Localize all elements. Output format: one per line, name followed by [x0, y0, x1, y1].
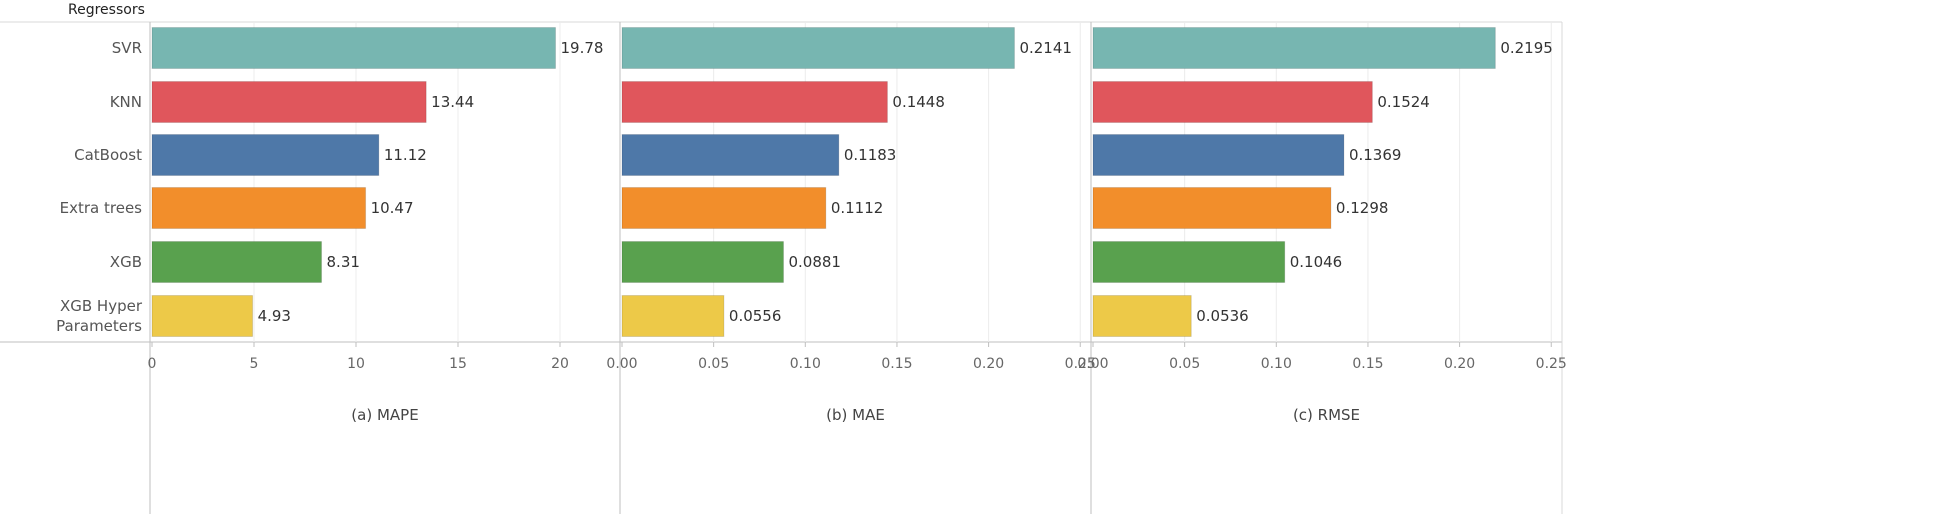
data-label: 0.1448 — [892, 93, 945, 111]
category-label-line: Parameters — [56, 317, 142, 335]
data-label: 0.1183 — [844, 146, 897, 164]
tick-label: 0.05 — [698, 356, 729, 372]
data-label: 0.1369 — [1349, 146, 1402, 164]
category-label: SVR — [112, 39, 142, 57]
bar — [151, 134, 380, 176]
category-label-line: CatBoost — [74, 146, 142, 164]
tick-label: 0.15 — [1352, 356, 1383, 372]
category-label: XGB — [110, 253, 142, 271]
tick-label: 0.00 — [606, 356, 637, 372]
data-label: 19.78 — [561, 39, 604, 57]
bar — [1092, 27, 1496, 69]
data-label: 0.0536 — [1196, 307, 1249, 325]
data-label: 0.0556 — [729, 307, 782, 325]
data-label: 11.12 — [384, 146, 427, 164]
data-label: 0.1112 — [831, 199, 884, 217]
bar — [151, 241, 323, 283]
data-label: 0.2195 — [1500, 39, 1553, 57]
bar — [621, 81, 888, 123]
tick-label: 5 — [250, 356, 259, 372]
category-label: KNN — [110, 93, 142, 111]
tick-label: 10 — [347, 356, 365, 372]
tick-label: 0 — [148, 356, 157, 372]
bar — [1092, 187, 1332, 229]
category-label: CatBoost — [74, 146, 142, 164]
data-label: 0.0881 — [788, 253, 841, 271]
bar — [1092, 81, 1373, 123]
tick-label: 20 — [551, 356, 569, 372]
category-label-line: KNN — [110, 93, 142, 111]
data-label: 0.1298 — [1336, 199, 1389, 217]
bar — [1092, 134, 1345, 176]
bar — [1092, 241, 1286, 283]
tick-label: 0.10 — [1261, 356, 1292, 372]
bar — [1092, 295, 1192, 337]
tick-label: 0.25 — [1065, 356, 1096, 372]
category-label-line: XGB — [110, 253, 142, 271]
tick-label: 0.25 — [1536, 356, 1567, 372]
tick-label: 0.20 — [1444, 356, 1475, 372]
bar — [621, 241, 784, 283]
data-label: 4.93 — [258, 307, 291, 325]
x-axis-title: (b) MAE — [826, 406, 885, 424]
bar — [151, 81, 427, 123]
data-label: 8.31 — [327, 253, 360, 271]
x-axis-title: (c) RMSE — [1293, 406, 1360, 424]
category-label: Extra trees — [60, 199, 143, 217]
bar — [621, 134, 840, 176]
tick-label: 0.10 — [790, 356, 821, 372]
category-label-line: SVR — [112, 39, 142, 57]
bar — [621, 27, 1015, 69]
tick-label: 0.00 — [1077, 356, 1108, 372]
tick-label: 0.05 — [1169, 356, 1200, 372]
category-label-line: XGB Hyper — [60, 297, 143, 315]
bar — [621, 295, 725, 337]
bar — [151, 27, 557, 69]
category-label: XGB Hyper Parameters — [56, 297, 143, 335]
data-label: 13.44 — [431, 93, 474, 111]
data-label: 0.1046 — [1290, 253, 1343, 271]
tick-label: 0.15 — [881, 356, 912, 372]
bar — [151, 187, 367, 229]
data-label: 0.1524 — [1377, 93, 1430, 111]
row-axis-header: Regressors — [68, 2, 145, 18]
data-label: 0.2141 — [1019, 39, 1072, 57]
tick-label: 0.20 — [973, 356, 1004, 372]
tick-label: 15 — [449, 356, 467, 372]
x-axis-title: (a) MAPE — [351, 406, 418, 424]
bar — [621, 187, 827, 229]
bar — [151, 295, 254, 337]
data-label: 10.47 — [371, 199, 414, 217]
category-label-line: Extra trees — [60, 199, 143, 217]
